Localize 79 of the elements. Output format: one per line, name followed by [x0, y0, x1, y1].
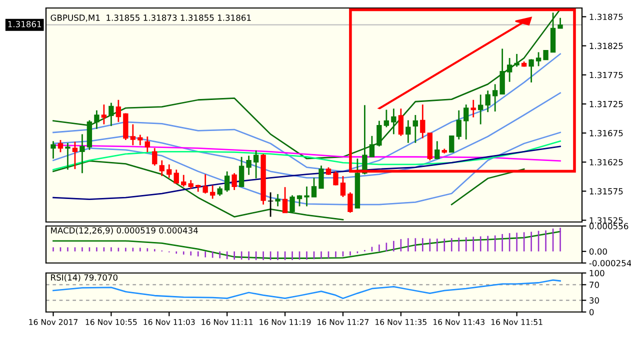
candlestick — [492, 83, 498, 112]
candlestick — [152, 147, 158, 166]
candlestick — [138, 134, 143, 146]
candlestick — [485, 90, 490, 113]
candlestick — [449, 136, 454, 153]
candlestick — [528, 58, 534, 84]
y-tick-label: 1.31775 — [590, 72, 623, 78]
candlestick — [543, 50, 548, 60]
y-tick-label: 0.000556 — [589, 222, 628, 230]
candlestick — [406, 120, 411, 144]
candlestick — [116, 99, 122, 123]
candlestick — [384, 109, 390, 128]
y-tick-label: 30 — [590, 297, 599, 304]
y-tick-label: 1.31875 — [590, 14, 623, 20]
candlestick — [130, 124, 136, 146]
text: GBPUSD,M1 1.31855 1.31873 1.31855 1.31861 — [50, 14, 251, 22]
candlestick — [166, 164, 172, 178]
candlestick — [420, 104, 426, 139]
candlestick — [506, 57, 512, 83]
candlestick — [268, 192, 274, 218]
candlestick — [210, 184, 216, 200]
candlestick — [224, 170, 230, 192]
candlestick — [253, 150, 259, 180]
candlestick — [550, 12, 556, 53]
line-series — [52, 140, 561, 170]
candlestick — [275, 193, 280, 207]
candlestick — [536, 52, 542, 67]
y-tick-label: 1.31675 — [590, 130, 623, 136]
candlestick — [398, 108, 404, 137]
candlestick — [514, 53, 520, 68]
y-tick-label: 0.00 — [589, 248, 607, 255]
candlestick — [72, 141, 78, 170]
line-series — [52, 132, 561, 206]
ref-line-label: 1.31861 — [8, 20, 42, 28]
candlestick — [340, 175, 346, 198]
candlestick — [500, 48, 505, 95]
candlestick — [159, 160, 164, 177]
y-tick-label: -0.000254 — [589, 260, 631, 266]
candlestick — [311, 177, 317, 198]
candlestick — [464, 104, 469, 140]
candlestick — [412, 114, 418, 144]
y-tick-label: 100 — [590, 270, 604, 276]
candlestick — [348, 192, 353, 214]
y-tick-label: 1.31725 — [590, 100, 623, 108]
candlestick — [456, 110, 462, 140]
candlestick — [101, 104, 107, 125]
candlestick — [246, 155, 252, 176]
chart-title: RSI(14) 79.7070 — [51, 274, 118, 282]
y-tick-label: 1.31575 — [590, 188, 623, 194]
candlestick — [304, 186, 310, 207]
candlestick — [174, 168, 179, 184]
candlestick — [202, 174, 208, 194]
candlestick — [50, 140, 56, 160]
candlestick — [434, 140, 440, 160]
line-series — [52, 53, 561, 172]
line-series — [52, 146, 561, 200]
candlestick — [108, 102, 114, 127]
y-tick-label: 0 — [589, 308, 594, 316]
y-tick-label: 1.31625 — [590, 159, 623, 166]
candlestick — [232, 172, 237, 191]
candlestick — [290, 194, 295, 214]
candlestick — [391, 108, 396, 135]
candlestick — [282, 186, 288, 214]
candlestick — [58, 139, 64, 153]
candlestick — [333, 170, 338, 186]
candlestick — [478, 94, 484, 125]
candlestick — [376, 120, 382, 148]
candlestick — [181, 174, 186, 188]
y-tick-label: 1.31525 — [590, 217, 623, 224]
chart-title: MACD(12,26,9) 0.000519 0.000434 — [51, 227, 198, 235]
y-tick-label: 1.31825 — [590, 42, 623, 50]
candlestick — [558, 17, 563, 30]
candlestick — [318, 164, 324, 189]
candlestick — [470, 99, 476, 118]
y-tick-label: 70 — [590, 282, 599, 288]
candlestick — [94, 110, 100, 130]
candlestick — [144, 136, 150, 153]
candlestick — [238, 156, 244, 188]
candlestick — [217, 186, 222, 197]
